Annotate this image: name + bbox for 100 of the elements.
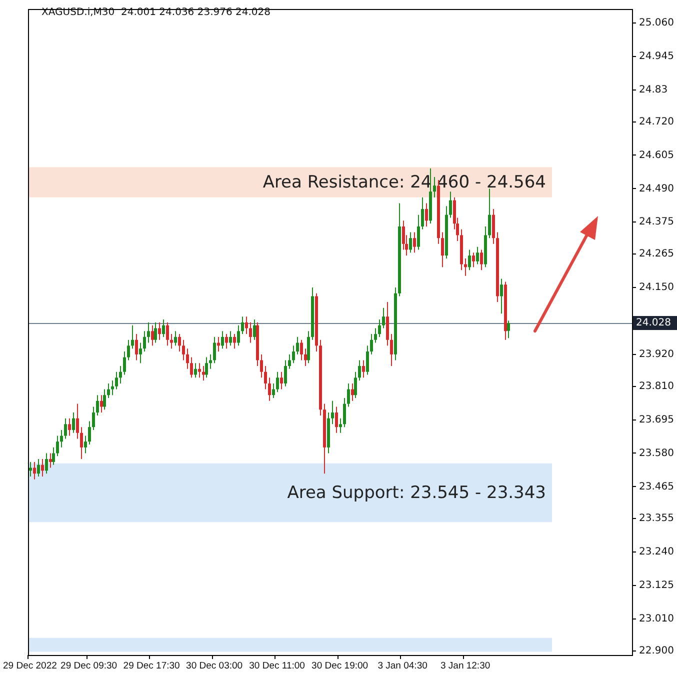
- y-tick-label: 24.720: [639, 116, 674, 128]
- chart-title: XAGUSD.i,M30 24.001 24.036 23.976 24.028: [40, 7, 271, 18]
- candlestick: [253, 319, 256, 340]
- candlestick: [115, 371, 118, 390]
- candlestick: [472, 252, 475, 268]
- y-tick-label: 23.125: [639, 580, 674, 592]
- candlestick: [272, 382, 275, 398]
- y-tick-label: 24.375: [639, 216, 674, 228]
- candlestick: [158, 322, 161, 340]
- candlestick: [421, 196, 424, 230]
- candlestick: [178, 334, 181, 352]
- candlestick: [198, 362, 201, 378]
- candlestick: [492, 208, 495, 244]
- candlestick: [413, 232, 416, 254]
- candlestick: [96, 394, 99, 416]
- x-tick-label: 29 Dec 2022: [3, 660, 57, 672]
- candlestick: [111, 380, 114, 396]
- x-tick-label: 3 Jan 04:30: [378, 660, 428, 672]
- candlestick: [135, 334, 138, 361]
- candlestick: [221, 330, 224, 350]
- candlestick: [425, 202, 428, 227]
- candlestick: [162, 319, 165, 338]
- candlestick: [268, 377, 271, 402]
- candlestick: [49, 452, 52, 468]
- candlestick: [127, 339, 130, 361]
- candlestick: [84, 435, 87, 454]
- candlestick: [441, 232, 444, 268]
- candlestick: [390, 334, 393, 367]
- candlestick: [409, 232, 412, 254]
- candlestick: [205, 356, 208, 378]
- candlestick: [174, 330, 177, 346]
- candlestick: [45, 452, 48, 474]
- x-tick-label: 29 Dec 09:30: [60, 660, 118, 672]
- band-label: Area Support: 23.545 - 23.343: [287, 483, 546, 504]
- y-tick-label: 23.580: [639, 448, 674, 459]
- candlestick: [76, 403, 79, 440]
- candlestick: [60, 429, 63, 448]
- candlestick: [260, 354, 263, 378]
- y-tick-label: 23.465: [639, 481, 674, 492]
- candlestick: [351, 382, 354, 402]
- candlestick: [229, 330, 232, 346]
- candlestick: [33, 461, 36, 480]
- y-tick-label: 24.945: [639, 50, 674, 62]
- candlestick: [358, 360, 361, 382]
- candlestick: [170, 334, 173, 350]
- candlestick: [166, 322, 169, 346]
- candlestick: [88, 420, 91, 446]
- candlestick: [154, 322, 157, 344]
- y-tick-label: 24.150: [639, 282, 674, 294]
- candlestick: [245, 316, 248, 335]
- candlestick: [284, 360, 287, 387]
- candlestick: [468, 249, 471, 271]
- candlestick: [343, 397, 346, 428]
- candlestick: [52, 446, 55, 466]
- candlestick: [119, 366, 122, 384]
- candlestick: [449, 191, 452, 218]
- candlestick: [335, 406, 338, 434]
- y-tick-label: 23.810: [639, 380, 674, 392]
- y-tick-label: 24.265: [639, 248, 674, 260]
- candlestick: [37, 458, 40, 477]
- candlestick: [264, 366, 267, 390]
- candlestick: [307, 330, 310, 364]
- candlestick: [386, 302, 389, 346]
- candlestick: [143, 330, 146, 352]
- candlestick: [107, 382, 110, 398]
- x-tick-label: 3 Jan 12:30: [440, 660, 490, 672]
- candlestick: [417, 214, 420, 250]
- candlestick: [370, 334, 373, 355]
- candlestick: [80, 426, 83, 460]
- candlestick: [233, 334, 236, 350]
- y-tick-label: 23.920: [639, 348, 674, 360]
- candlestick: [72, 412, 75, 434]
- candlestick: [100, 394, 103, 414]
- candlestick: [488, 188, 491, 239]
- y-tick-label: 23.240: [639, 546, 674, 558]
- candlestick: [64, 418, 67, 440]
- candlestick: [374, 328, 377, 344]
- x-tick-label: 30 Dec 19:00: [312, 660, 368, 672]
- candlestick: [300, 339, 303, 361]
- y-tick-label: 23.355: [639, 513, 674, 524]
- y-tick-label: 24.490: [639, 183, 674, 194]
- candlestick: [225, 334, 228, 350]
- y-tick-label: 24.605: [639, 150, 674, 161]
- x-tick-label: 29 Dec 17:30: [123, 660, 180, 672]
- candlestick: [139, 342, 142, 364]
- ref-line-label: 24.028: [636, 318, 671, 329]
- y-tick-label: 23.695: [639, 414, 674, 426]
- candlestick: [186, 348, 189, 370]
- candlestick: [280, 371, 283, 390]
- candlestick: [213, 336, 216, 364]
- candlestick: [131, 324, 134, 350]
- candlestick: [362, 360, 365, 378]
- candlestick: [476, 246, 479, 265]
- candlestick: [237, 324, 240, 346]
- candlestick: [123, 350, 126, 376]
- candlestick: [56, 435, 59, 457]
- y-tick-label: 22.900: [639, 646, 674, 657]
- candlestick: [292, 345, 295, 364]
- candlestick: [347, 382, 350, 408]
- candlestick: [147, 322, 150, 344]
